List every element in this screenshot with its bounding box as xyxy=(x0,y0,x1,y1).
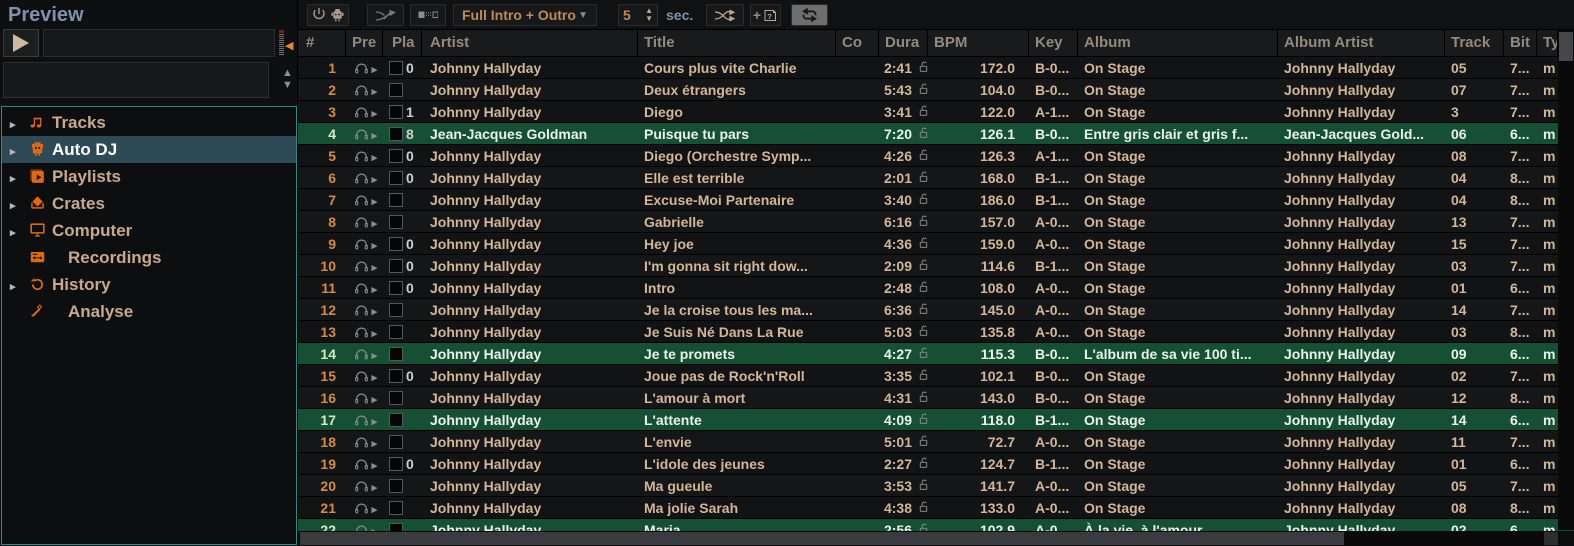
svg-text:?: ? xyxy=(767,12,772,21)
